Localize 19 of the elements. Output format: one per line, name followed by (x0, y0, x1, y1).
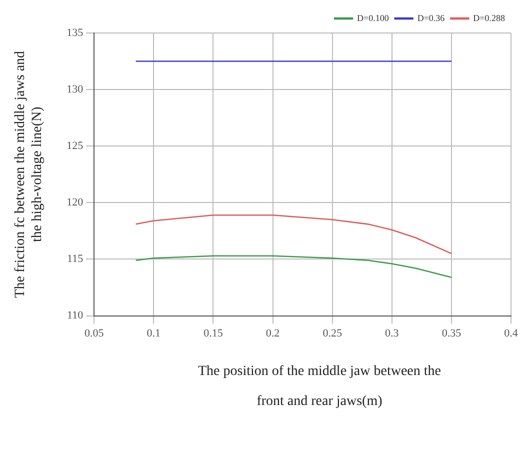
x-tick-label: 0.35 (442, 327, 462, 340)
y-tick-label: 125 (66, 140, 84, 152)
legend-label: D=0.288 (473, 12, 506, 23)
x-tick-label: 0.3 (385, 327, 400, 340)
legend-label: D=0.36 (417, 12, 446, 23)
y-tick-label: 115 (67, 253, 84, 266)
y-tick-label: 130 (66, 83, 84, 96)
x-tick-label: 0.4 (504, 327, 518, 340)
y-tick-label: 110 (67, 310, 84, 322)
x-tick-label: 0.05 (84, 327, 104, 340)
y-axis-title: The friction fc between the middle jaws and the high-voltage line(N) (13, 50, 45, 298)
x-tick-label: 0.2 (266, 327, 280, 340)
x-tick-label: 0.15 (204, 327, 224, 340)
x-tick-label: 0.25 (322, 327, 342, 340)
y-tick-label: 120 (66, 196, 84, 209)
y-tick-label: 135 (66, 26, 84, 39)
x-axis-title: The position of the middle jaw between the front and rear jaws(m) (197, 363, 442, 411)
x-tick-label: 0.1 (146, 327, 161, 340)
legend-label: D=0.100 (357, 12, 390, 23)
